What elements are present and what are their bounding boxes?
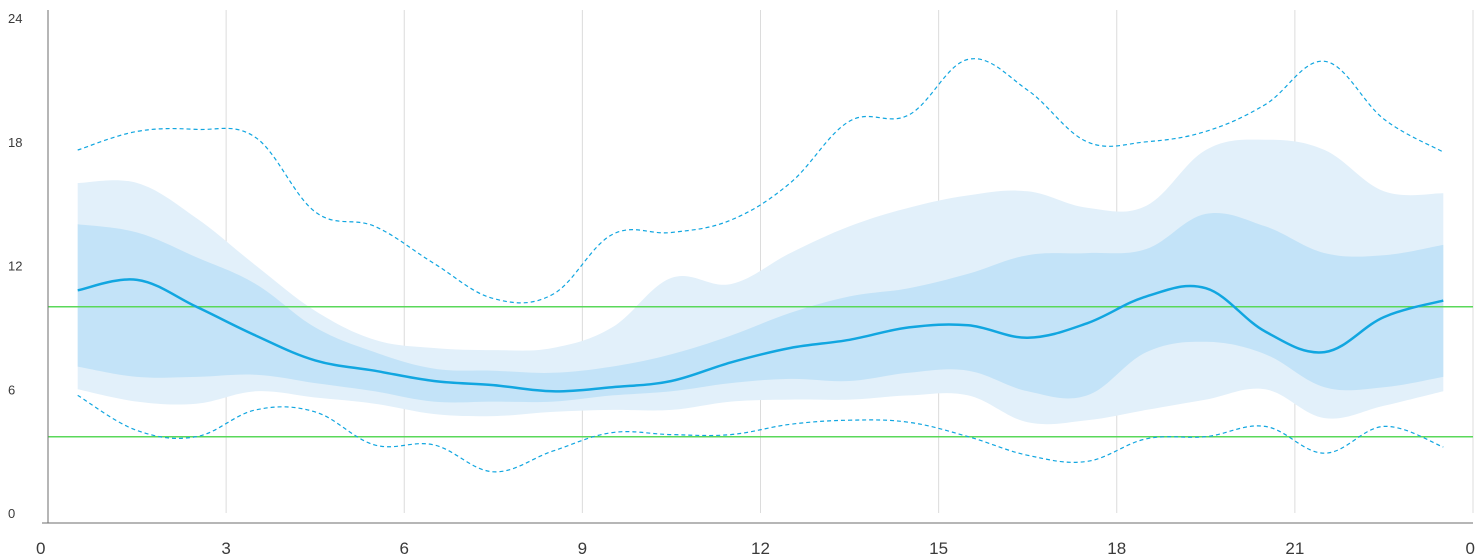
x-tick-label: 18 [1107,539,1126,558]
y-tick-label: 6 [8,382,15,397]
x-tick-label: 9 [578,539,587,558]
x-tick-label: 6 [400,539,409,558]
y-tick-label: 12 [8,259,22,274]
max-line [77,58,1444,304]
x-tick-label: 15 [929,539,948,558]
bands [77,139,1444,425]
series-lines [77,58,1444,473]
band-p25-p75 [77,212,1444,403]
x-tick-label: 21 [1285,539,1304,558]
axes [42,10,1473,524]
y-tick-labels: 0 6 12 18 24 [8,11,22,521]
y-tick-label: 24 [8,11,22,26]
x-tick-label: 3 [221,539,230,558]
min-line [77,394,1444,473]
y-tick-label: 0 [8,506,15,521]
y-tick-label: 18 [8,135,22,150]
x-tick-label: 0 [36,539,45,558]
x-tick-label: 12 [751,539,770,558]
median-line [77,278,1444,393]
x-tick-label: 0 [1466,539,1475,558]
x-tick-labels: 0 3 6 9 12 15 18 21 0 [36,539,1475,558]
